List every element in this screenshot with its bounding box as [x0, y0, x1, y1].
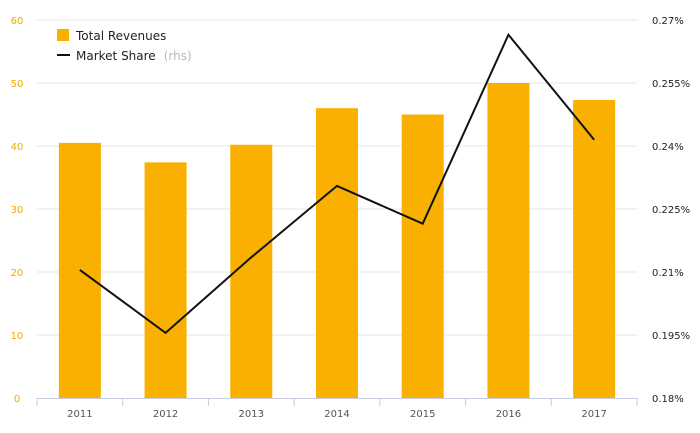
- y-left-tick-label: 60: [11, 16, 24, 27]
- x-tick-label: 2015: [410, 409, 435, 420]
- x-tick-label: 2014: [324, 409, 349, 420]
- y-left-tick-label: 50: [11, 79, 24, 90]
- y-left-tick-label: 40: [11, 142, 24, 153]
- y-right-tick-label: 0.255%: [652, 79, 690, 90]
- x-tick-label: 2011: [67, 409, 92, 420]
- x-axis: 2011 2012 2013 2014 2015 2016 2017: [36, 398, 638, 420]
- left-y-axis: 0 10 20 30 40 50 60: [11, 16, 24, 405]
- bar: [144, 162, 187, 398]
- x-tick-label: 2012: [153, 409, 178, 420]
- revenue-bars: [58, 83, 616, 398]
- y-right-tick-label: 0.195%: [652, 331, 690, 342]
- market-share-line-group: [79, 32, 595, 335]
- y-right-tick-label: 0.18%: [652, 394, 684, 405]
- x-tick-label: 2017: [581, 409, 606, 420]
- x-tick-label: 2016: [496, 409, 521, 420]
- x-tick-label: 2013: [239, 409, 264, 420]
- y-left-tick-label: 30: [11, 205, 24, 216]
- y-left-tick-label: 10: [11, 331, 24, 342]
- legend-label-market-share: Market Share (rhs): [76, 47, 192, 64]
- legend-label-market-share-name: Market Share: [76, 49, 156, 63]
- y-right-tick-label: 0.27%: [652, 16, 684, 27]
- legend-swatch-total-revenues: [57, 29, 69, 41]
- y-left-tick-label: 20: [11, 268, 24, 279]
- y-right-tick-label: 0.24%: [652, 142, 684, 153]
- legend[interactable]: Total Revenues Market Share (rhs): [57, 29, 192, 64]
- y-right-tick-label: 0.21%: [652, 268, 684, 279]
- bar: [573, 100, 616, 398]
- legend-label-total-revenues: Total Revenues: [75, 29, 166, 43]
- y-left-tick-label: 0: [14, 394, 20, 405]
- bar: [401, 114, 444, 398]
- right-y-axis: 0.18% 0.195% 0.21% 0.225% 0.24% 0.255% 0.27%: [652, 16, 690, 405]
- bar: [316, 108, 358, 398]
- legend-label-rhs-suffix: (rhs): [164, 49, 192, 63]
- bar: [230, 144, 273, 398]
- bar: [487, 83, 530, 398]
- y-right-tick-label: 0.225%: [652, 205, 690, 216]
